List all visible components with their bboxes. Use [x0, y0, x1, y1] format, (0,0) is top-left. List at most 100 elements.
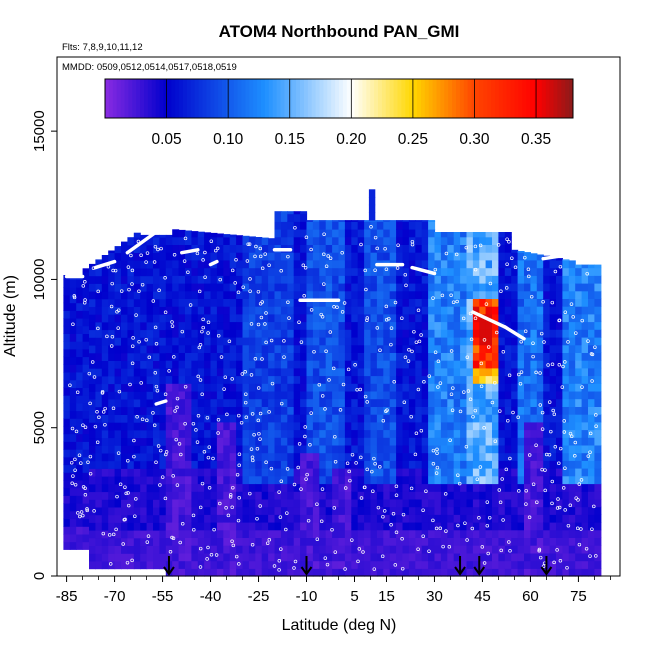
heat-cell	[287, 552, 295, 562]
heat-cell	[63, 325, 71, 334]
heat-cell	[402, 267, 410, 276]
heat-cell	[306, 414, 314, 423]
heat-cell	[434, 460, 442, 469]
heat-cell	[153, 291, 160, 300]
heat-cell	[536, 498, 544, 508]
heat-cell	[185, 283, 192, 292]
track-point	[409, 414, 413, 419]
heat-cell	[344, 421, 352, 431]
heat-cell	[312, 375, 320, 384]
heat-cell	[223, 259, 231, 269]
heat-cell	[396, 437, 404, 446]
heat-cell	[319, 375, 327, 384]
heat-cell	[389, 236, 397, 245]
track-point	[123, 485, 127, 489]
heat-cell	[338, 475, 346, 485]
heat-cell	[370, 506, 378, 515]
colorbar-segment	[249, 79, 254, 118]
heat-cell	[293, 452, 301, 461]
heat-cell	[101, 545, 109, 554]
track-point	[343, 567, 347, 571]
heat-cell	[159, 360, 167, 369]
heat-cell	[402, 290, 410, 299]
heat-cell	[376, 498, 384, 508]
heat-cell	[140, 476, 148, 485]
heat-cell	[588, 475, 595, 485]
heat-cell	[146, 522, 154, 531]
heat-cell	[63, 472, 71, 481]
heat-cell	[543, 390, 551, 400]
heat-cell	[274, 560, 282, 569]
heat-cell	[479, 259, 487, 269]
heat-cell	[280, 229, 288, 238]
heat-cell	[415, 452, 423, 461]
track-point	[115, 310, 119, 314]
colorbar-segment	[381, 79, 387, 118]
heat-cell	[383, 506, 391, 515]
heat-cell	[89, 468, 96, 477]
heat-cell	[69, 302, 77, 311]
heat-cell	[453, 367, 461, 377]
heat-cell	[236, 475, 244, 485]
heat-cell	[280, 321, 288, 330]
heat-cell	[383, 352, 391, 361]
heat-cell	[460, 298, 468, 307]
track-point	[178, 540, 182, 545]
colorbar-segment	[432, 79, 437, 118]
heat-cell	[472, 537, 480, 546]
track-point	[574, 331, 578, 335]
heat-cell	[216, 514, 224, 523]
heat-cell	[344, 352, 352, 361]
colorbar-segment	[424, 79, 430, 118]
heat-cell	[287, 491, 295, 500]
track-point	[320, 487, 325, 491]
heat-cell	[153, 506, 160, 516]
heat-cell	[133, 468, 141, 477]
heat-cell	[575, 321, 583, 330]
heat-cell	[114, 329, 122, 338]
track-point	[455, 299, 459, 304]
heat-cell	[172, 329, 180, 338]
heat-cell	[300, 211, 308, 215]
heat-cell	[408, 390, 416, 400]
heat-cell	[306, 498, 314, 508]
heat-cell	[575, 313, 583, 323]
heat-cell	[453, 390, 461, 400]
colorbar-segment	[136, 79, 141, 118]
heat-cell	[402, 298, 410, 307]
heat-cell	[370, 390, 378, 400]
track-point	[231, 543, 236, 548]
heat-cell	[191, 298, 199, 307]
heat-cell	[280, 444, 288, 454]
heat-cell	[453, 329, 461, 338]
track-point	[540, 467, 544, 472]
heat-cell	[581, 375, 589, 384]
heat-cell	[268, 421, 276, 431]
heat-cell	[594, 560, 602, 569]
heat-cell	[453, 321, 461, 330]
heat-cell	[338, 344, 346, 353]
heat-cell	[210, 498, 218, 508]
heat-cell	[504, 491, 512, 500]
heat-cell	[178, 537, 186, 546]
heat-cell	[274, 367, 282, 377]
heat-cell	[562, 537, 570, 546]
heat-cell	[408, 421, 416, 431]
heat-cell	[588, 360, 595, 369]
heat-cell	[159, 499, 167, 508]
track-point	[92, 375, 97, 379]
track-point	[260, 357, 264, 361]
heat-cell	[185, 344, 192, 353]
heat-cell	[415, 220, 423, 222]
heat-cell	[287, 545, 295, 554]
track-point	[87, 371, 92, 376]
heat-cell	[261, 522, 269, 531]
heat-cell	[216, 367, 224, 377]
heat-cell	[434, 344, 442, 353]
heat-cell	[274, 522, 282, 531]
heat-cell	[306, 398, 314, 407]
heat-cell	[185, 460, 192, 469]
heat-cell	[127, 476, 135, 485]
heat-cell	[216, 321, 224, 330]
track-point	[239, 420, 244, 425]
